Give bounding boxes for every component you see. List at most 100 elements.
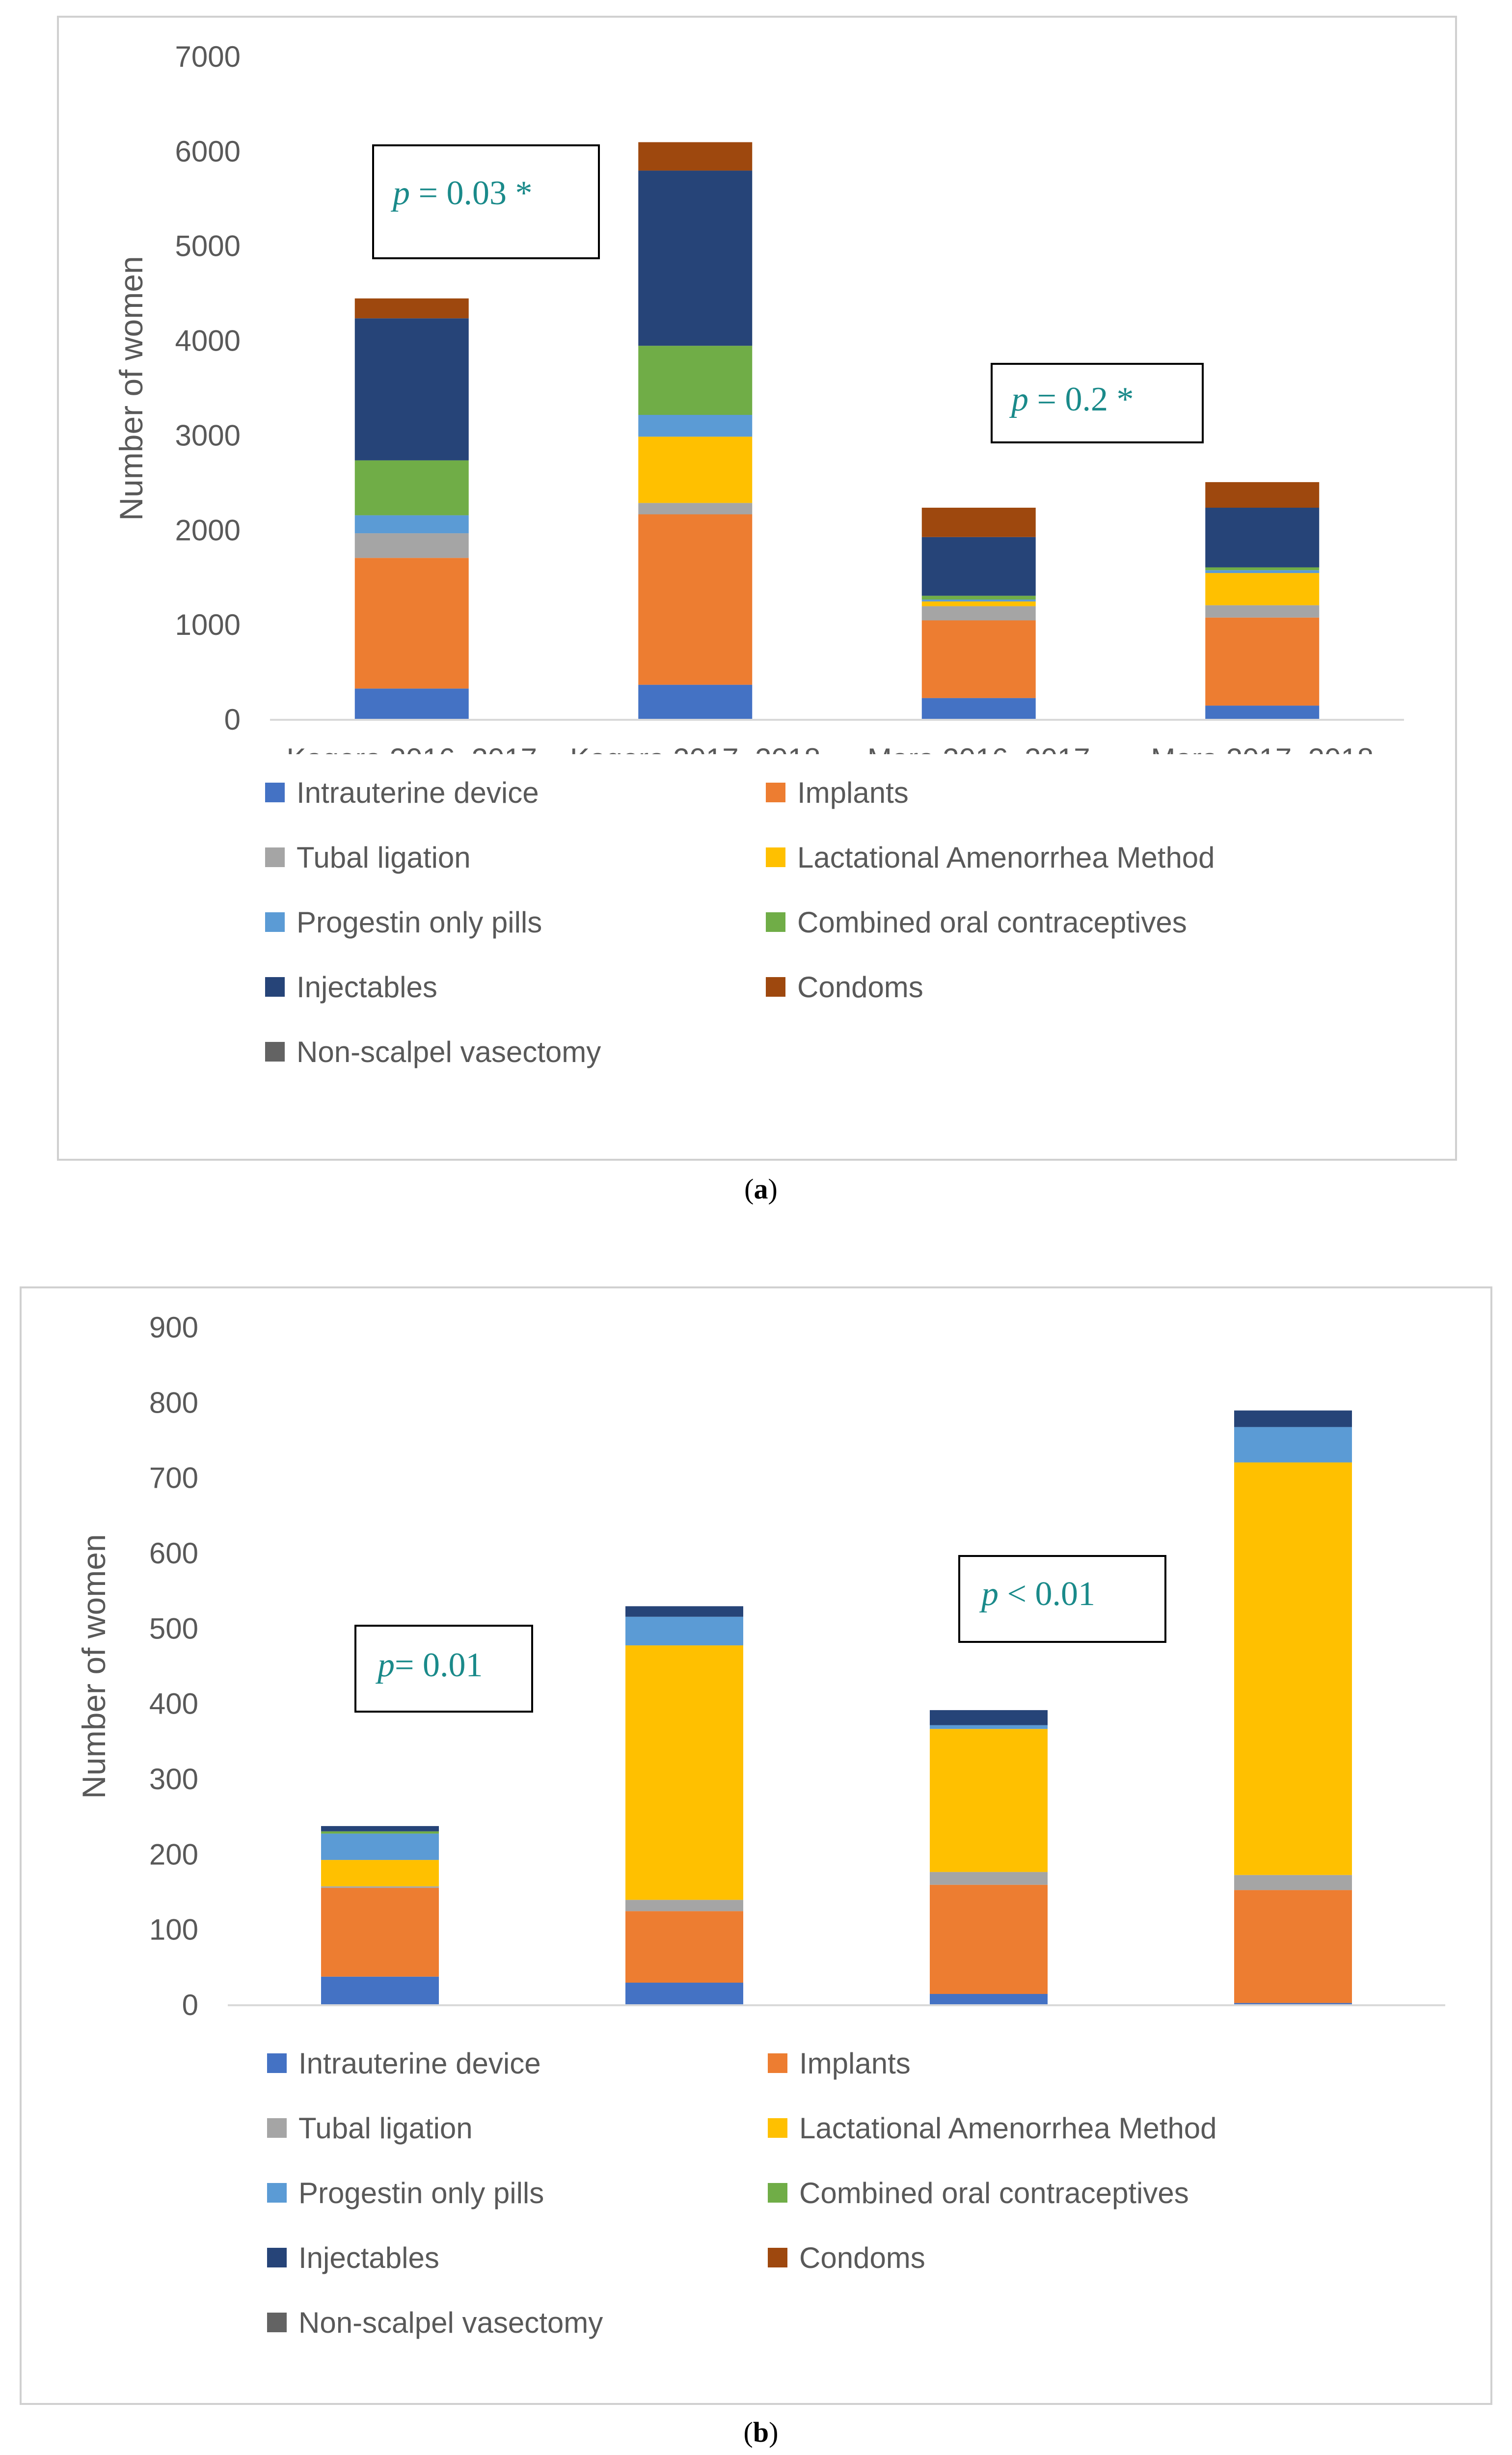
y-tick-label: 800 bbox=[149, 1386, 198, 1419]
bar-segment-condoms bbox=[921, 508, 1036, 537]
bar-segment-injectables bbox=[625, 1606, 743, 1617]
bar-segment-lactational-amenorrhea-method bbox=[1205, 573, 1320, 605]
bar-segment-injectables bbox=[321, 1826, 439, 1831]
bar-segment-condoms bbox=[1205, 482, 1320, 508]
bar-segment-implants bbox=[638, 514, 753, 685]
legend-item-implants: Implants bbox=[766, 774, 1306, 811]
bar-segment-injectables bbox=[638, 170, 753, 346]
y-tick-label: 1000 bbox=[175, 608, 241, 641]
bar-segment-intrauterine-device bbox=[1205, 706, 1320, 720]
bar-segment-intrauterine-device bbox=[625, 1983, 743, 2005]
p-value-text: p = 0.2 * bbox=[1009, 381, 1134, 418]
legend-label: Injectables bbox=[298, 2241, 439, 2274]
legend-label: Implants bbox=[799, 2046, 911, 2080]
p-value-box bbox=[991, 363, 1204, 443]
y-axis-label: Number of women bbox=[113, 256, 149, 520]
bar-segment-progestin-only-pills bbox=[930, 1725, 1048, 1729]
chart-b-legend: Intrauterine device Implants Tubal ligatio… bbox=[267, 2045, 1308, 2341]
legend-swatch bbox=[267, 2313, 287, 2332]
legend-swatch bbox=[265, 977, 285, 997]
p-value-box bbox=[372, 144, 600, 259]
chart-a-svg: 0 1000 2000 3000 4000 5000 6000 7000 Number of w… bbox=[113, 40, 1404, 754]
bar-segment-lactational-amenorrhea-method bbox=[625, 1645, 743, 1900]
legend-item-non-scalpel-vasectomy: Non-scalpel vasectomy bbox=[265, 1033, 766, 1070]
bar-segment-intrauterine-device bbox=[921, 698, 1036, 720]
bar-segment-implants bbox=[625, 1911, 743, 1983]
bar-segment-progestin-only-pills bbox=[921, 600, 1036, 601]
bar-segment-lactational-amenorrhea-method bbox=[930, 1729, 1048, 1872]
chart-panel-a: 0 1000 2000 3000 4000 5000 6000 7000 Number of w… bbox=[57, 16, 1457, 1161]
y-tick-label: 500 bbox=[149, 1612, 198, 1645]
legend-label: Tubal ligation bbox=[298, 2111, 473, 2145]
legend-label: Non-scalpel vasectomy bbox=[297, 1035, 601, 1068]
legend-label: Tubal ligation bbox=[297, 841, 471, 874]
bar-segment-lactational-amenorrhea-method bbox=[321, 1860, 439, 1886]
p-value-box bbox=[958, 1555, 1166, 1643]
legend-label: Progestin only pills bbox=[298, 2176, 544, 2210]
bar-segment-condoms bbox=[354, 298, 469, 319]
y-tick-label: 7000 bbox=[175, 40, 241, 73]
bar-segment-combined-oral-contraceptives bbox=[354, 460, 469, 516]
y-tick-label: 300 bbox=[149, 1763, 198, 1796]
bar-segment-progestin-only-pills bbox=[625, 1616, 743, 1646]
p-value-text: p= 0.01 bbox=[375, 1646, 483, 1684]
panel-label-a: (a) bbox=[744, 1173, 778, 1205]
legend-label: Combined oral contraceptives bbox=[799, 2176, 1189, 2210]
bar-segment-intrauterine-device bbox=[1234, 2003, 1352, 2005]
bar-segment-tubal-ligation bbox=[930, 1872, 1048, 1885]
y-tick-label: 200 bbox=[149, 1838, 198, 1871]
legend-item-condoms: Condoms bbox=[768, 2239, 1308, 2276]
legend-swatch bbox=[766, 977, 785, 997]
legend-item-lactational-amenorrhea-method: Lactational Amenorrhea Method bbox=[766, 839, 1306, 876]
bar-segment-combined-oral-contraceptives bbox=[638, 346, 753, 415]
legend-swatch bbox=[267, 2118, 287, 2138]
y-tick-label: 5000 bbox=[175, 230, 241, 263]
y-tick-label: 0 bbox=[224, 703, 241, 736]
panel-label-b: (b) bbox=[743, 2416, 779, 2448]
bar-segment-lactational-amenorrhea-method bbox=[921, 601, 1036, 606]
bar-segment-injectables bbox=[1234, 1410, 1352, 1427]
legend-label: Combined oral contraceptives bbox=[797, 905, 1187, 939]
legend-label: Progestin only pills bbox=[297, 905, 542, 939]
bar-segment-intrauterine-device bbox=[354, 688, 469, 720]
legend-label: Non-scalpel vasectomy bbox=[298, 2306, 603, 2339]
bar-segment-injectables bbox=[354, 318, 469, 461]
legend-item-injectables: Injectables bbox=[267, 2239, 768, 2276]
legend-item-non-scalpel-vasectomy: Non-scalpel vasectomy bbox=[267, 2304, 768, 2341]
legend-label: Intrauterine device bbox=[297, 776, 539, 809]
legend-swatch bbox=[267, 2183, 287, 2203]
bar-segment-tubal-ligation bbox=[625, 1900, 743, 1911]
legend-swatch bbox=[768, 2118, 787, 2138]
bar-segment-tubal-ligation bbox=[1205, 605, 1320, 618]
bar-segment-intrauterine-device bbox=[638, 684, 753, 720]
bar-segment-combined-oral-contraceptives bbox=[321, 1831, 439, 1834]
legend-item-combined-oral-contraceptives: Combined oral contraceptives bbox=[768, 2174, 1308, 2211]
legend-label: Intrauterine device bbox=[298, 2046, 541, 2080]
legend-label: Lactational Amenorrhea Method bbox=[799, 2111, 1217, 2145]
legend-swatch bbox=[768, 2053, 787, 2073]
legend-swatch bbox=[267, 2248, 287, 2267]
bar-segment-tubal-ligation bbox=[921, 606, 1036, 621]
legend-item-intrauterine-device: Intrauterine device bbox=[265, 774, 766, 811]
y-tick-label: 400 bbox=[149, 1688, 198, 1720]
y-tick-label: 6000 bbox=[175, 135, 241, 168]
legend-item-implants: Implants bbox=[768, 2045, 1308, 2082]
bar-segment-progestin-only-pills bbox=[638, 415, 753, 437]
bar-segment-tubal-ligation bbox=[354, 533, 469, 558]
bar-segment-injectables bbox=[921, 537, 1036, 596]
y-tick-label: 700 bbox=[149, 1462, 198, 1495]
y-tick-label: 4000 bbox=[175, 325, 241, 357]
bar-segment-progestin-only-pills bbox=[321, 1833, 439, 1860]
bar-segment-implants bbox=[354, 558, 469, 689]
bar-segment-implants bbox=[930, 1884, 1048, 1994]
bar-segment-tubal-ligation bbox=[1234, 1875, 1352, 1890]
legend-item-progestin-only-pills: Progestin only pills bbox=[267, 2174, 768, 2211]
bar-segment-injectables bbox=[930, 1710, 1048, 1725]
legend-item-intrauterine-device: Intrauterine device bbox=[267, 2045, 768, 2082]
legend-label: Condoms bbox=[799, 2241, 925, 2274]
y-tick-label: 100 bbox=[149, 1913, 198, 1946]
legend-swatch bbox=[766, 783, 785, 802]
legend-item-condoms: Condoms bbox=[766, 968, 1306, 1006]
y-axis-label: Number of women bbox=[76, 1534, 112, 1799]
legend-item-tubal-ligation: Tubal ligation bbox=[267, 2109, 768, 2147]
